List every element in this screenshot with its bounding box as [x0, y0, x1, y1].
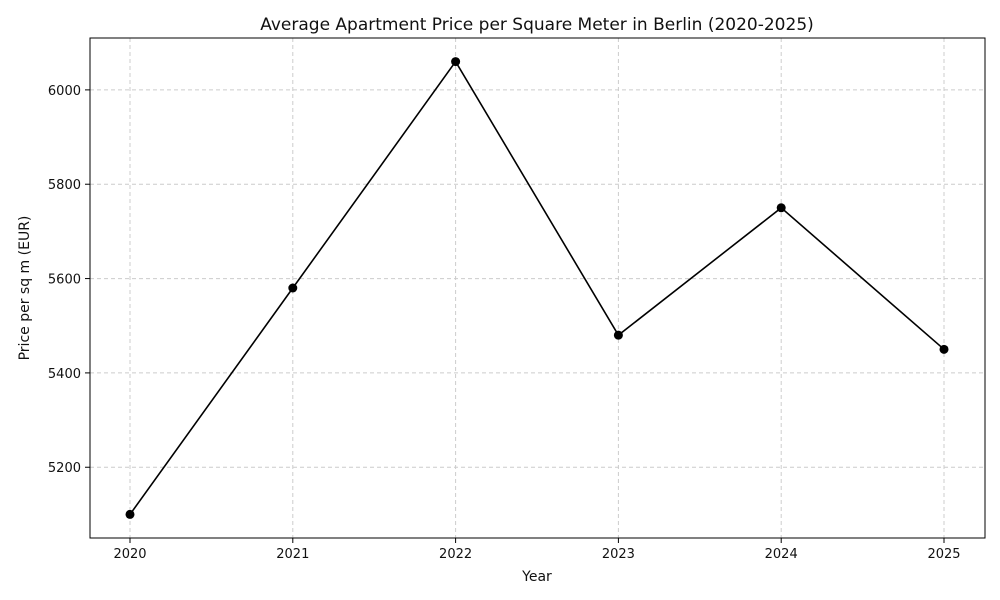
y-tick-label: 5200: [48, 461, 81, 476]
x-tick-label: 2022: [439, 547, 472, 562]
x-tick-label: 2023: [602, 547, 635, 562]
plot-frame: [89, 37, 986, 539]
x-axis-label: Year: [521, 569, 552, 585]
y-tick-label: 5600: [48, 273, 81, 288]
y-tick-label: 5400: [48, 367, 81, 382]
data-point: [939, 344, 949, 354]
data-point: [613, 330, 623, 340]
axes-layer: 2020 2021 2022 2023 2024 2025 5200 5400 5600 5800…: [48, 37, 986, 562]
data-point: [288, 283, 298, 293]
chart-title: Average Apartment Price per Square Meter…: [260, 15, 814, 35]
y-tick-label: 6000: [48, 84, 81, 99]
x-tick-label: 2024: [765, 547, 798, 562]
data-point: [125, 509, 135, 519]
data-point: [776, 203, 786, 213]
data-point: [451, 57, 461, 67]
x-tick-label: 2020: [113, 547, 146, 562]
x-tick-label: 2021: [276, 547, 309, 562]
series-line: [129, 60, 945, 515]
grid-layer: [90, 38, 985, 538]
y-axis-label: Price per sq m (EUR): [17, 216, 33, 361]
x-tick-label: 2025: [927, 547, 960, 562]
y-tick-label: 5800: [48, 178, 81, 193]
series-layer: [125, 57, 949, 519]
